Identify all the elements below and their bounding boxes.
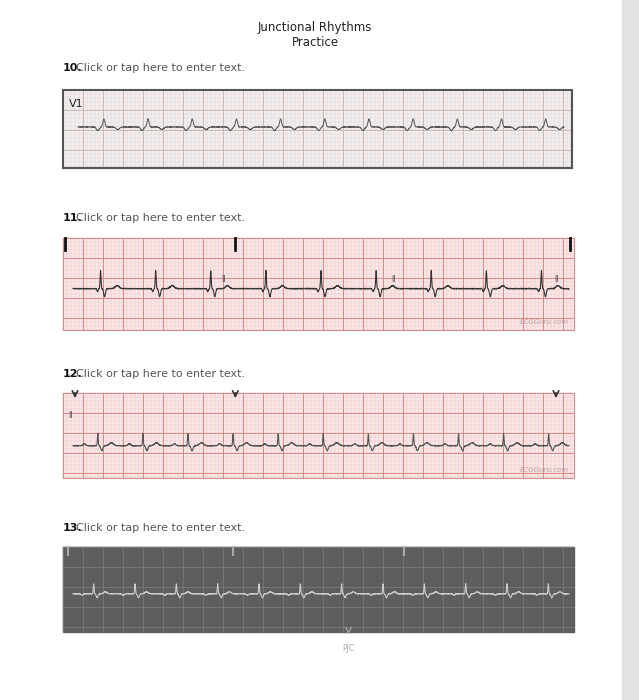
Text: ECGGuru.com: ECGGuru.com <box>520 467 569 473</box>
Text: II: II <box>554 274 558 284</box>
Text: 12.: 12. <box>63 369 82 379</box>
Text: Click or tap here to enter text.: Click or tap here to enter text. <box>76 369 245 379</box>
Bar <box>622 0 639 700</box>
Text: II: II <box>68 410 72 419</box>
Bar <box>63 547 574 632</box>
Bar <box>63 238 574 330</box>
Bar <box>63 238 574 330</box>
Text: 10.: 10. <box>63 63 82 73</box>
Text: II: II <box>391 274 396 284</box>
Bar <box>63 393 574 478</box>
Text: Click or tap here to enter text.: Click or tap here to enter text. <box>76 213 245 223</box>
Text: ECGGuru.com: ECGGuru.com <box>520 319 569 325</box>
Bar <box>63 90 572 168</box>
Bar <box>63 393 574 478</box>
Text: Junctional Rhythms: Junctional Rhythms <box>258 22 372 34</box>
Text: 13.: 13. <box>63 523 82 533</box>
Text: Click or tap here to enter text.: Click or tap here to enter text. <box>76 523 245 533</box>
Text: PJC: PJC <box>343 644 355 653</box>
Text: V1: V1 <box>69 99 84 109</box>
Text: Practice: Practice <box>291 36 339 48</box>
Text: 11.: 11. <box>63 213 82 223</box>
Text: II: II <box>221 274 226 284</box>
Text: Click or tap here to enter text.: Click or tap here to enter text. <box>76 63 245 73</box>
Bar <box>63 90 572 168</box>
